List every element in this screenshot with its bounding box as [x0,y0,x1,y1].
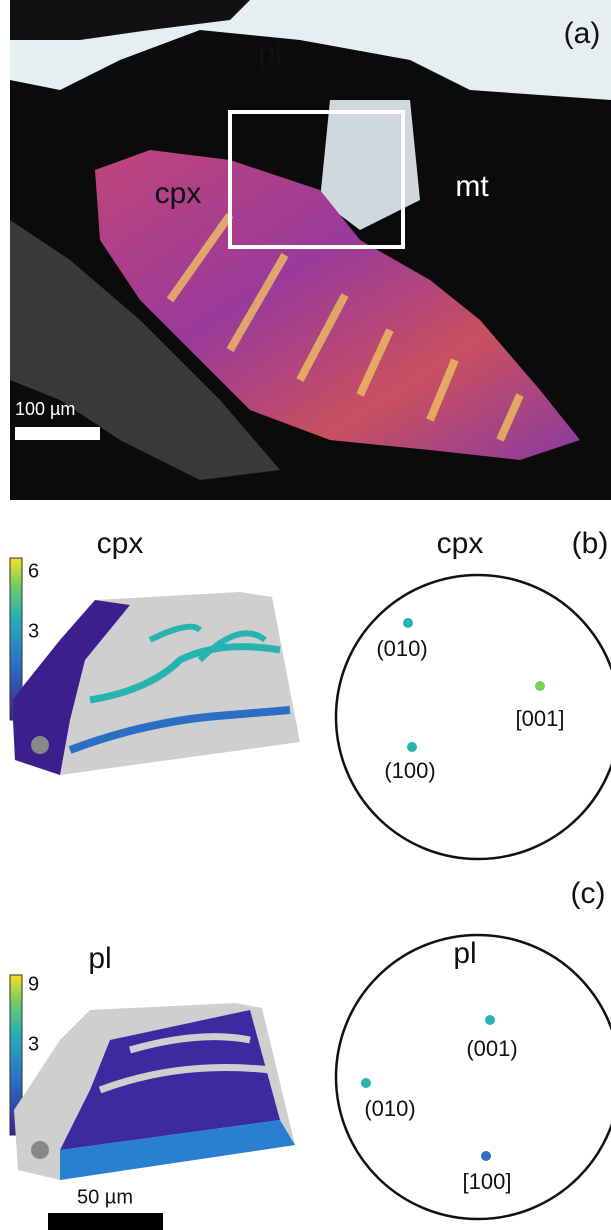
pole-figure-title: cpx [437,527,484,560]
page: {"panel_a":{"label":"(a)","mineral_1":"p… [0,0,611,1230]
colorbar-tick: 3 [28,620,39,642]
panel-label: (a) [564,17,601,50]
pole-cluster [481,1151,491,1161]
pole-label: (010) [364,1096,415,1121]
mineral-label: mt [455,170,489,203]
pole-cluster [403,618,413,628]
mineral-label: cpx [155,177,202,210]
pole-label: [100] [463,1169,512,1194]
pole-label: [001] [516,706,565,731]
panel-label: (b) [572,527,609,560]
pole-cluster [407,742,417,752]
panel-label: (c) [571,877,606,910]
panel-b: (b) cpx 6 3 0 cpx (010) [001] (100) [10,527,611,859]
scale-bar-label: 100 µm [15,399,75,419]
map-spot [31,736,49,754]
colorbar-tick: 3 [28,1033,39,1055]
pole-label: (010) [376,636,427,661]
colorbar-tick: 6 [28,560,39,582]
map-title: pl [88,942,111,975]
pole-label: (001) [466,1036,517,1061]
mineral-label: pl [258,37,281,70]
figure: (a) pl cpx mt 100 µm (b) cpx 6 3 0 cpx (… [0,0,611,1230]
pole-figure-title: pl [453,937,476,970]
colorbar-tick: 9 [28,973,39,995]
map-spot [31,1141,49,1159]
scale-bar [48,1213,163,1230]
map-title: cpx [97,527,144,560]
scale-bar-label: 50 µm [77,1186,133,1208]
pole-label: (100) [384,758,435,783]
scale-bar [15,427,100,440]
panel-c: (c) pl 9 3 0 pl (001) (010) [100] [10,877,611,1219]
pole-cluster [535,681,545,691]
pole-cluster [361,1078,371,1088]
pole-figure [336,575,611,859]
pole-cluster [485,1015,495,1025]
panel-a: (a) pl cpx mt 100 µm [10,0,611,500]
